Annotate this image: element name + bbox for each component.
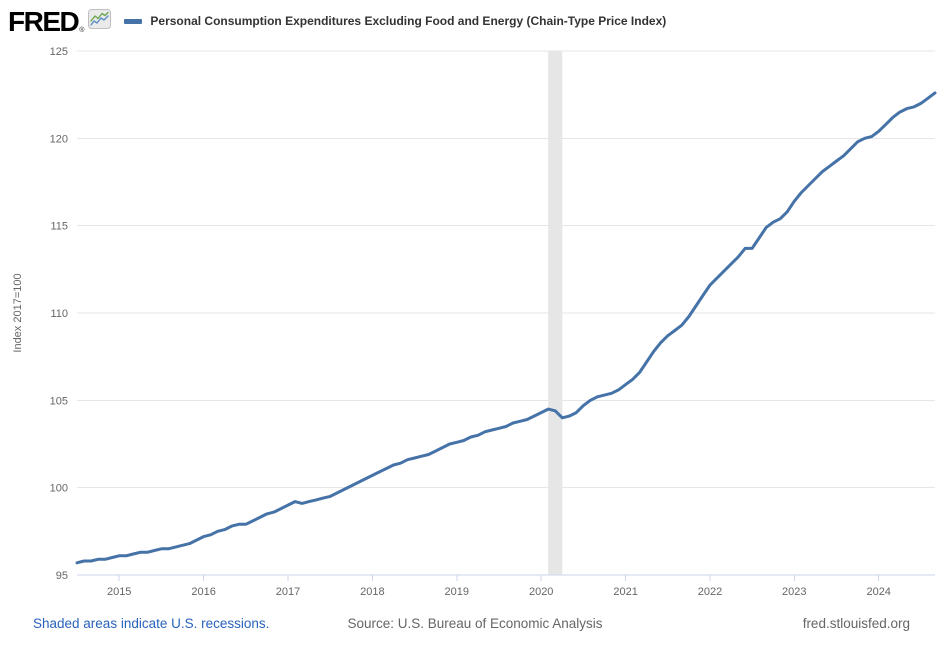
fred-site-link[interactable]: fred.stlouisfed.org <box>802 616 910 631</box>
series-line <box>75 91 937 565</box>
fred-logo[interactable]: FRED ® <box>8 5 112 37</box>
y-axis-labels: 95 100 105 110 115 120 125 <box>50 46 68 582</box>
svg-text:115: 115 <box>50 221 68 233</box>
legend-marker <box>124 18 143 24</box>
legend-series-label: Personal Consumption Expenditures Exclud… <box>150 14 667 28</box>
svg-text:2018: 2018 <box>360 586 384 598</box>
chart-header: FRED ® Personal Consumption Expenditures… <box>8 5 946 37</box>
svg-text:120: 120 <box>50 133 68 145</box>
svg-text:105: 105 <box>50 395 68 407</box>
svg-text:2022: 2022 <box>698 586 722 598</box>
recessions-note-link[interactable]: Shaded areas indicate U.S. recessions. <box>33 616 270 631</box>
svg-text:2017: 2017 <box>276 586 300 598</box>
chart-footer: Shaded areas indicate U.S. recessions. S… <box>0 616 950 638</box>
svg-text:110: 110 <box>50 308 68 320</box>
y-gridlines <box>77 50 935 489</box>
svg-text:125: 125 <box>50 46 68 58</box>
registered-mark: ® <box>79 26 85 34</box>
x-axis: 2015 2016 2017 2018 2019 2020 2021 2022 2023 2024 <box>77 574 935 598</box>
fred-logo-chart-icon <box>88 8 112 34</box>
source-text: Source: U.S. Bureau of Economic Analysis <box>347 616 603 631</box>
svg-text:2016: 2016 <box>191 586 215 598</box>
svg-text:95: 95 <box>56 570 68 582</box>
svg-text:2015: 2015 <box>107 586 131 598</box>
fred-logo-text: FRED <box>8 5 80 37</box>
svg-text:100: 100 <box>50 483 68 495</box>
svg-text:2020: 2020 <box>529 586 553 598</box>
y-axis-title: Index 2017=100 <box>12 273 24 352</box>
svg-text:2024: 2024 <box>866 586 890 598</box>
svg-text:2019: 2019 <box>445 586 469 598</box>
legend: Personal Consumption Expenditures Exclud… <box>124 14 666 28</box>
svg-text:2021: 2021 <box>613 586 637 598</box>
svg-text:2023: 2023 <box>782 586 806 598</box>
